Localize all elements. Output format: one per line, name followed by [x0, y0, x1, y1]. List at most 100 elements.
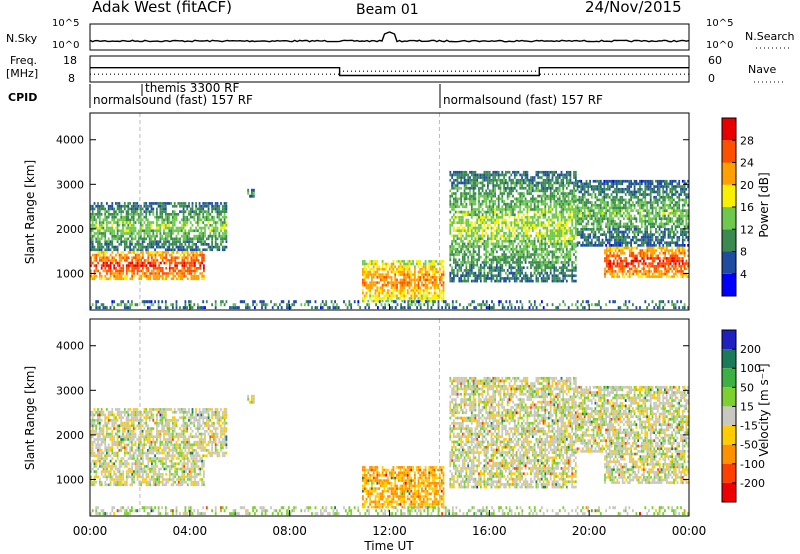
power-echo-cell — [125, 259, 128, 262]
power-echo-cell — [506, 245, 509, 248]
power-echo-cell — [90, 269, 92, 273]
power-echo-cell — [612, 185, 615, 188]
power-echo-cell — [111, 243, 114, 246]
power-echo-cell — [369, 291, 371, 295]
power-echo-cell — [170, 248, 172, 252]
power-echo-cell — [617, 236, 620, 239]
power-echo-cell — [506, 255, 509, 259]
power-echo-cell — [505, 255, 507, 259]
power-echo-cell — [211, 202, 213, 205]
power-echo-cell — [636, 270, 638, 273]
power-echo-cell — [526, 242, 529, 246]
power-echo-cell — [565, 178, 568, 182]
power-echo-cell — [90, 237, 92, 241]
power-echo-cell — [621, 233, 624, 236]
power-echo-cell — [225, 204, 228, 208]
power-echo-cell — [521, 181, 523, 185]
power-echo-cell — [558, 234, 561, 238]
power-echo-cell — [175, 213, 178, 216]
power-echo-cell — [542, 277, 545, 280]
power-echo-cell — [461, 181, 464, 185]
power-echo-cell — [159, 229, 162, 233]
power-echo-cell — [628, 267, 631, 271]
power-echo-cell — [397, 289, 400, 292]
power-echo-cell — [623, 179, 625, 183]
power-echo-cell — [555, 279, 557, 283]
power-echo-cell — [583, 236, 586, 239]
power-echo-cell — [218, 213, 221, 216]
power-echo-cell — [657, 262, 659, 265]
power-echo-cell — [417, 278, 420, 282]
power-echo-cell — [548, 224, 550, 227]
power-echo-cell — [580, 217, 583, 220]
power-echo-cell — [460, 200, 462, 203]
power-echo-cell — [526, 232, 529, 235]
power-echo-cell — [428, 286, 431, 290]
power-echo-cell — [658, 257, 661, 260]
power-echo-cell — [526, 213, 529, 217]
power-echo-cell — [104, 243, 107, 246]
power-echo-cell — [615, 244, 618, 247]
power-echo-cell — [562, 178, 565, 182]
power-echo-cell — [506, 234, 509, 238]
power-echo-cell — [551, 194, 554, 198]
power-echo-cell — [526, 208, 529, 211]
power-echo-cell — [211, 245, 213, 249]
power-echo-cell — [194, 269, 196, 273]
power-echo-cell — [479, 263, 482, 267]
power-echo-cell — [506, 192, 509, 195]
power-echo-cell — [460, 274, 462, 278]
power-echo-cell — [678, 259, 681, 263]
power-echo-cell — [120, 259, 123, 262]
power-echo-cell — [530, 224, 532, 227]
power-echo-cell — [142, 274, 144, 278]
power-echo-cell — [454, 202, 457, 206]
power-echo-cell — [408, 297, 411, 300]
power-echo-cell — [435, 276, 438, 279]
power-echo-cell — [524, 186, 527, 190]
power-echo-cell — [492, 221, 495, 224]
power-echo-cell — [408, 265, 411, 268]
power-echo-cell — [501, 213, 504, 217]
power-echo-cell — [408, 260, 411, 263]
power-echo-cell — [604, 270, 606, 273]
power-echo-cell — [362, 299, 364, 303]
power-echo-cell — [397, 281, 400, 284]
power-echo-cell — [569, 274, 572, 278]
power-echo-cell — [574, 229, 577, 232]
power-echo-cell — [181, 259, 184, 262]
power-echo-cell — [614, 270, 617, 273]
power-echo-cell — [115, 267, 117, 270]
power-echo-cell — [410, 276, 413, 279]
power-echo-cell — [674, 264, 677, 268]
power-echo-cell — [197, 259, 200, 262]
power-echo-cell — [387, 294, 389, 298]
power-echo-cell — [521, 261, 523, 264]
power-echo-cell — [519, 226, 522, 230]
power-echo-cell — [166, 226, 169, 230]
power-echo-cell — [614, 214, 616, 218]
power-echo-cell — [494, 176, 496, 179]
power-echo-cell — [392, 294, 395, 298]
power-echo-cell — [506, 247, 509, 251]
power-echo-cell — [613, 272, 615, 276]
power-echo-cell — [528, 250, 531, 254]
power-echo-cell — [161, 245, 164, 249]
power-echo-cell — [587, 244, 590, 247]
power-echo-cell — [580, 198, 583, 202]
power-echo-cell — [574, 258, 577, 262]
power-echo-cell — [549, 170, 552, 174]
power-echo-cell — [558, 189, 561, 193]
power-echo-cell — [553, 197, 556, 201]
power-echo-cell — [203, 277, 205, 281]
power-echo-cell — [401, 265, 404, 268]
power-echo-cell — [179, 245, 181, 249]
power-echo-cell — [487, 255, 489, 259]
power-echo-cell — [624, 228, 627, 231]
power-echo-cell — [560, 178, 563, 182]
power-echo-cell — [530, 263, 532, 267]
power-echo-cell — [574, 170, 577, 174]
power-echo-cell — [513, 205, 516, 209]
power-echo-cell — [621, 270, 624, 273]
power-echo-cell — [512, 189, 514, 193]
